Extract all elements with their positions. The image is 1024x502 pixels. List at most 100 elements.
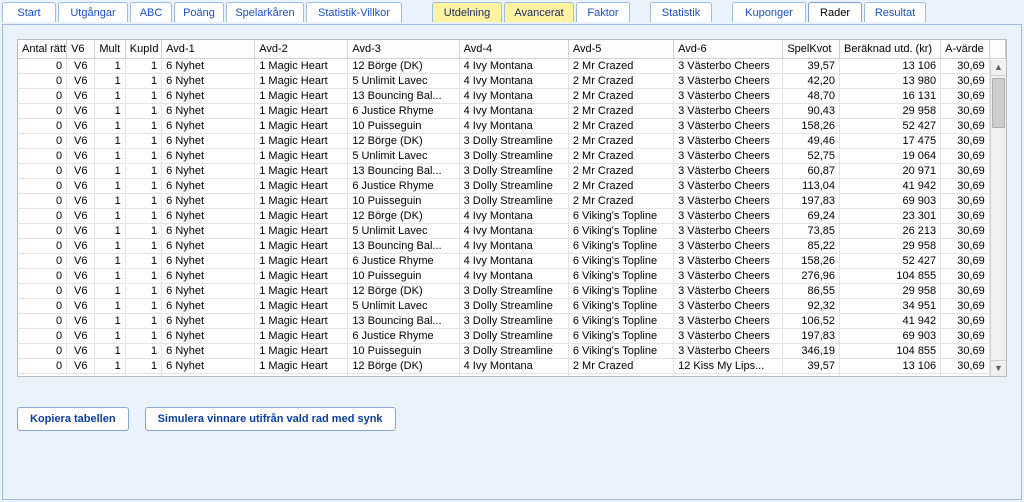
table-cell: 12 Börge (DK) (348, 58, 459, 73)
table-row[interactable]: 0V6116 Nyhet1 Magic Heart10 Puisseguin3 … (18, 343, 1006, 358)
table-cell: 4 Ivy Montana (459, 358, 568, 373)
table-cell: 197,83 (783, 328, 840, 343)
table-row[interactable]: 0V6116 Nyhet1 Magic Heart10 Puisseguin4 … (18, 118, 1006, 133)
table-cell: 2 Mr Crazed (568, 103, 673, 118)
table-cell: 6 Viking's Topline (568, 238, 673, 253)
table-cell: 29 958 (840, 103, 941, 118)
table-cell: 16 131 (840, 88, 941, 103)
column-header[interactable]: Avd-3 (348, 40, 459, 58)
tab-faktor[interactable]: Faktor (576, 2, 630, 22)
table-row[interactable]: 0V6116 Nyhet1 Magic Heart6 Justice Rhyme… (18, 253, 1006, 268)
table-cell: 6 Nyhet (162, 103, 255, 118)
table-row[interactable]: 0V6116 Nyhet1 Magic Heart12 Börge (DK)4 … (18, 358, 1006, 373)
table-cell: 30,69 (941, 133, 990, 148)
tab-rader[interactable]: Rader (808, 2, 862, 22)
scroll-down-button[interactable]: ▼ (991, 360, 1006, 376)
table-cell: 30,69 (941, 208, 990, 223)
table-cell: 1 (95, 238, 125, 253)
table-row[interactable]: 0V6116 Nyhet1 Magic Heart6 Justice Rhyme… (18, 103, 1006, 118)
table-cell: 3 Västerbo Cheers (674, 58, 783, 73)
table-cell: 1 (125, 178, 161, 193)
column-header[interactable]: Avd-2 (255, 40, 348, 58)
table-row[interactable]: 0V6116 Nyhet1 Magic Heart12 Börge (DK)3 … (18, 283, 1006, 298)
table-cell: 6 Justice Rhyme (348, 178, 459, 193)
table-row[interactable]: 0V6116 Nyhet1 Magic Heart6 Justice Rhyme… (18, 178, 1006, 193)
tab-po-ng[interactable]: Poäng (174, 2, 224, 22)
table-cell: 1 Magic Heart (255, 88, 348, 103)
tab-start[interactable]: Start (2, 2, 56, 22)
table-cell: 1 (125, 328, 161, 343)
column-header[interactable]: Beräknad utd. (kr) (840, 40, 941, 58)
tab-spelark-ren[interactable]: Spelarkåren (226, 2, 304, 22)
table-row[interactable]: 0V6116 Nyhet1 Magic Heart12 Börge (DK)3 … (18, 133, 1006, 148)
table-cell: 13 Bouncing Bal... (348, 238, 459, 253)
table-row[interactable]: 0V6116 Nyhet1 Magic Heart10 Puisseguin3 … (18, 193, 1006, 208)
scroll-thumb[interactable] (992, 78, 1005, 128)
table-cell: 1 (95, 223, 125, 238)
table-row[interactable]: 0V6116 Nyhet1 Magic Heart13 Bouncing Bal… (18, 163, 1006, 178)
table-cell: 41 942 (840, 313, 941, 328)
table-cell: 6 Nyhet (162, 358, 255, 373)
table-cell: 0 (18, 283, 67, 298)
copy-table-button[interactable]: Kopiera tabellen (17, 407, 129, 431)
table-cell: 0 (18, 328, 67, 343)
column-header[interactable]: Mult (95, 40, 125, 58)
column-header[interactable]: Avd-6 (674, 40, 783, 58)
table-cell: 10 Puisseguin (348, 193, 459, 208)
table-cell: 1 (125, 358, 161, 373)
table-row[interactable]: 0V6116 Nyhet1 Magic Heart13 Bouncing Bal… (18, 238, 1006, 253)
tab-utdelning[interactable]: Utdelning (432, 2, 502, 22)
column-header[interactable]: V6 (67, 40, 95, 58)
tab-utg-ngar[interactable]: Utgångar (58, 2, 128, 22)
tab-abc[interactable]: ABC (130, 2, 172, 22)
tab-statistik-villkor[interactable]: Statistik-Villkor (306, 2, 402, 22)
table-row[interactable]: 0V6116 Nyhet1 Magic Heart12 Börge (DK)4 … (18, 208, 1006, 223)
table-row[interactable]: 0V6116 Nyhet1 Magic Heart5 Unlimit Lavec… (18, 148, 1006, 163)
table-cell: 1 (125, 73, 161, 88)
table-cell: 3 Västerbo Cheers (674, 88, 783, 103)
table-row[interactable]: 0V6116 Nyhet1 Magic Heart10 Puisseguin4 … (18, 268, 1006, 283)
table-cell: 30,69 (941, 88, 990, 103)
table-cell: 6 Nyhet (162, 88, 255, 103)
table-cell: 92,32 (783, 298, 840, 313)
table-cell: 3 Dolly Streamline (459, 313, 568, 328)
column-header[interactable]: Avd-5 (568, 40, 673, 58)
table-cell: 34 951 (840, 298, 941, 313)
tab-resultat[interactable]: Resultat (864, 2, 926, 22)
column-header[interactable]: KupId (125, 40, 161, 58)
table-cell: V6 (67, 118, 95, 133)
table-cell: 12 Kiss My Lips... (674, 373, 783, 376)
scroll-up-button[interactable]: ▲ (991, 60, 1006, 76)
table-row[interactable]: 0V6116 Nyhet1 Magic Heart5 Unlimit Lavec… (18, 223, 1006, 238)
table-cell: 1 (95, 73, 125, 88)
column-header[interactable]: Antal rätt (18, 40, 67, 58)
table-row[interactable]: 0V6116 Nyhet1 Magic Heart5 Unlimit Lavec… (18, 373, 1006, 376)
table-cell: 1 (95, 268, 125, 283)
table-cell: 1 (95, 328, 125, 343)
table-row[interactable]: 0V6116 Nyhet1 Magic Heart13 Bouncing Bal… (18, 313, 1006, 328)
table-row[interactable]: 0V6116 Nyhet1 Magic Heart12 Börge (DK)4 … (18, 58, 1006, 73)
column-header[interactable]: A-värde (941, 40, 990, 58)
table-cell: 3 Västerbo Cheers (674, 103, 783, 118)
vertical-scrollbar[interactable]: ▲ ▼ (990, 60, 1006, 376)
table-cell: 6 Nyhet (162, 268, 255, 283)
simulate-winners-button[interactable]: Simulera vinnare utifrån vald rad med sy… (145, 407, 396, 431)
table-cell: 6 Viking's Topline (568, 343, 673, 358)
tab-avancerat[interactable]: Avancerat (504, 2, 574, 22)
table-cell: V6 (67, 73, 95, 88)
table-cell: 3 Västerbo Cheers (674, 73, 783, 88)
table-row[interactable]: 0V6116 Nyhet1 Magic Heart6 Justice Rhyme… (18, 328, 1006, 343)
table-cell: 158,26 (783, 118, 840, 133)
column-header[interactable]: SpelKvot (783, 40, 840, 58)
tab-kuponger[interactable]: Kuponger (732, 2, 806, 22)
table-cell: 1 Magic Heart (255, 343, 348, 358)
table-cell: 6 Viking's Topline (568, 328, 673, 343)
tab-statistik[interactable]: Statistik (650, 2, 712, 22)
column-header[interactable]: Avd-1 (162, 40, 255, 58)
table-cell: 29 958 (840, 283, 941, 298)
table-row[interactable]: 0V6116 Nyhet1 Magic Heart5 Unlimit Lavec… (18, 298, 1006, 313)
table-row[interactable]: 0V6116 Nyhet1 Magic Heart13 Bouncing Bal… (18, 88, 1006, 103)
table-cell: 6 Nyhet (162, 133, 255, 148)
table-row[interactable]: 0V6116 Nyhet1 Magic Heart5 Unlimit Lavec… (18, 73, 1006, 88)
column-header[interactable]: Avd-4 (459, 40, 568, 58)
